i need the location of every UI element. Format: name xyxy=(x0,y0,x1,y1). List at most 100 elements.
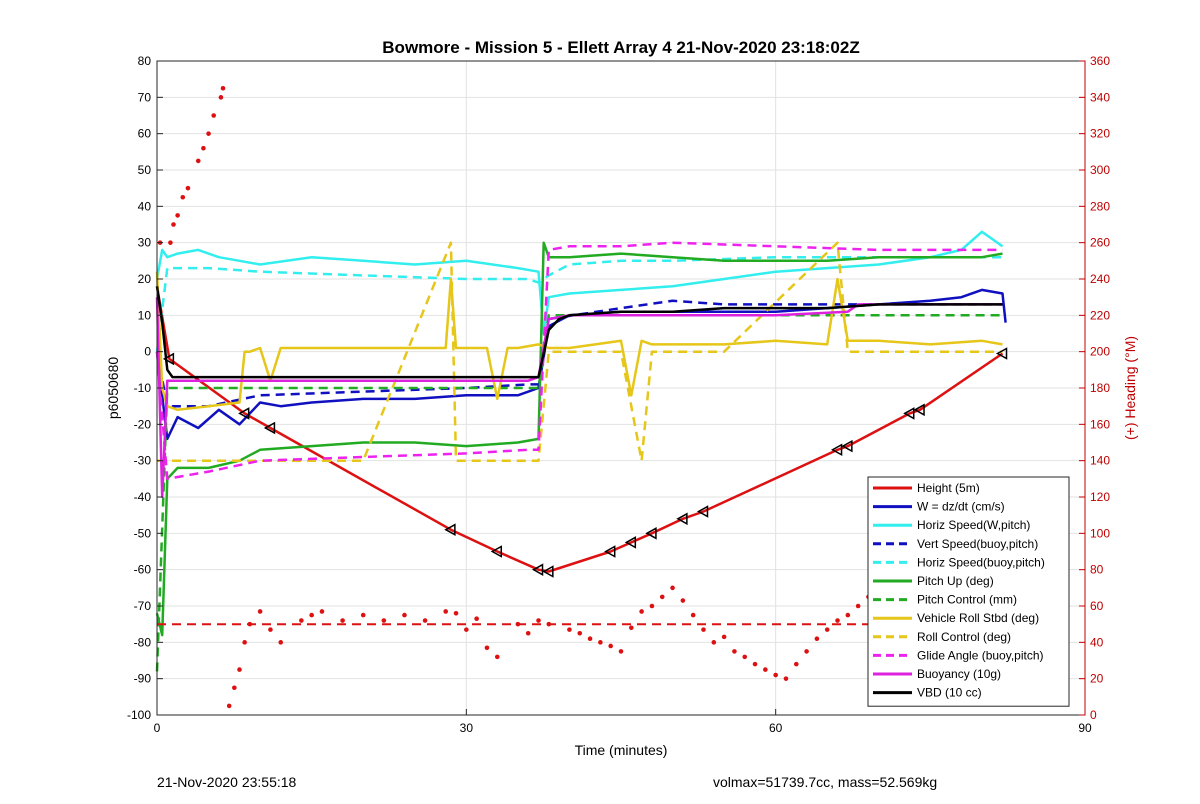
y-tick-label: -100 xyxy=(127,708,151,722)
legend-label: Glide Angle (buoy,pitch) xyxy=(917,648,1044,662)
legend-label: Height (5m) xyxy=(917,481,980,495)
x-axis-label: Time (minutes) xyxy=(575,742,668,758)
y2-tick-label: 0 xyxy=(1090,708,1097,722)
y2-tick-label: 20 xyxy=(1090,672,1104,686)
y2-tick-label: 240 xyxy=(1090,272,1110,286)
y-tick-label: 80 xyxy=(138,54,152,68)
heading-point xyxy=(587,636,593,641)
y-tick-label: -50 xyxy=(134,526,152,540)
heading-point xyxy=(226,703,232,709)
heading-point xyxy=(278,640,284,645)
waypoint-marker xyxy=(444,523,456,536)
y2-tick-label: 120 xyxy=(1090,490,1110,504)
waypoint-marker xyxy=(841,439,853,453)
footer-volmax-mass: volmax=51739.7cc, mass=52.569kg xyxy=(713,774,937,790)
series-vehicle-roll-stbd-deg xyxy=(155,271,1003,412)
heading-point xyxy=(319,609,325,614)
heading-point xyxy=(763,667,768,672)
heading-point xyxy=(742,654,748,660)
chart-title: Bowmore - Mission 5 - Ellett Array 4 21-… xyxy=(382,38,859,57)
heading-point xyxy=(659,594,665,600)
y-tick-label: 70 xyxy=(138,90,152,104)
heading-point xyxy=(299,618,304,623)
waypoint-marker xyxy=(676,512,688,526)
heading-point xyxy=(257,609,263,614)
legend-label: VBD (10 cc) xyxy=(917,686,982,700)
y2-tick-label: 40 xyxy=(1090,635,1104,649)
y2-tick-label: 60 xyxy=(1090,599,1104,613)
x-axis: 0 30 60 90 xyxy=(154,709,1092,735)
waypoint-marker xyxy=(913,403,925,417)
heading-point xyxy=(814,636,820,641)
y-axis-left: -100-90-80-70-60-50-40-30-20-10010203040… xyxy=(127,54,163,722)
heading-point xyxy=(680,598,686,603)
legend-label: W = dz/dt (cm/s) xyxy=(917,500,1005,514)
series-vbd-10-cc xyxy=(155,286,1003,379)
heading-point xyxy=(201,145,206,151)
heading-point xyxy=(639,609,644,614)
waypoint-marker xyxy=(490,545,503,558)
y2-tick-label: 180 xyxy=(1090,381,1110,395)
waypoint-marker xyxy=(604,545,616,558)
waypoint-marker xyxy=(531,563,544,576)
y2-tick-label: 220 xyxy=(1090,308,1110,322)
heading-point xyxy=(536,618,541,623)
waypoint-marker xyxy=(624,536,637,549)
heading-point xyxy=(180,194,186,200)
y2-tick-label: 100 xyxy=(1090,526,1110,540)
x-tick-label: 90 xyxy=(1078,721,1092,735)
y2-tick-label: 160 xyxy=(1090,417,1110,431)
legend-label: Buoyancy (10g) xyxy=(917,667,1001,681)
heading-point xyxy=(218,95,224,100)
heading-point xyxy=(494,654,500,660)
series-vert-speed-buoy-pitch xyxy=(155,299,1003,408)
waypoint-marker xyxy=(263,421,276,435)
legend-box xyxy=(867,476,1070,707)
footer-timestamp: 21-Nov-2020 23:55:18 xyxy=(157,774,297,790)
waypoint-marker xyxy=(903,407,915,420)
heading-point xyxy=(752,661,758,667)
series-horiz-speed-buoy-pitch xyxy=(155,255,1003,352)
legend-label: Pitch Up (deg) xyxy=(917,574,994,588)
heading-point xyxy=(237,667,242,672)
y-tick-label: -80 xyxy=(134,635,152,649)
heading-point xyxy=(232,685,237,691)
y-tick-label: -40 xyxy=(134,490,152,504)
heading-point xyxy=(598,640,603,645)
series-layer xyxy=(155,85,1008,709)
y2-tick-label: 200 xyxy=(1090,345,1110,359)
y2-tick-label: 360 xyxy=(1090,54,1110,68)
heading-point xyxy=(171,222,176,227)
y-tick-label: 60 xyxy=(138,127,152,141)
heading-point xyxy=(453,610,459,616)
y2-tick-label: 320 xyxy=(1090,127,1110,141)
heading-point xyxy=(525,630,531,636)
y-tick-label: 20 xyxy=(138,272,152,286)
x-tick-label: 30 xyxy=(460,721,474,735)
heading-point xyxy=(474,616,479,622)
heading-point xyxy=(464,627,469,632)
heading-point xyxy=(835,618,840,623)
y-tick-label: 0 xyxy=(144,345,151,359)
heading-point xyxy=(618,649,624,654)
heading-point xyxy=(195,158,201,164)
y2-tick-label: 80 xyxy=(1090,563,1104,577)
legend-label: Vehicle Roll Stbd (deg) xyxy=(917,611,1039,625)
heading-point xyxy=(168,240,173,245)
y2-tick-label: 300 xyxy=(1090,163,1110,177)
y2-tick-label: 340 xyxy=(1090,90,1110,104)
heading-point xyxy=(804,649,809,654)
heading-point xyxy=(185,185,191,191)
y-tick-label: -90 xyxy=(134,672,152,686)
x-tick-label: 0 xyxy=(154,721,161,735)
heading-point xyxy=(845,612,851,618)
y-tick-label: 30 xyxy=(138,236,152,250)
y-tick-label: -10 xyxy=(134,381,152,395)
heading-point xyxy=(360,612,366,618)
heading-point xyxy=(484,645,490,651)
legend-label: Vert Speed(buoy,pitch) xyxy=(917,537,1038,551)
waypoint-marker xyxy=(542,565,554,578)
heading-point xyxy=(670,585,675,591)
series-w-dz-dt-cm-s xyxy=(155,288,1007,441)
heading-point xyxy=(629,625,634,631)
